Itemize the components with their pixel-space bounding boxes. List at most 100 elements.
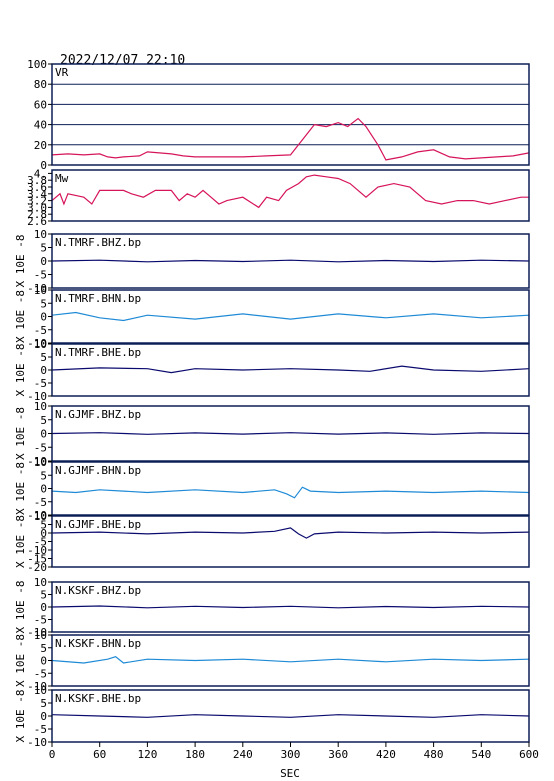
y-tick-label: 10: [34, 228, 47, 241]
y-tick-label: -10: [27, 544, 47, 557]
panel-label: Mw: [55, 172, 69, 185]
y-tick-label: 5: [40, 469, 47, 482]
y-tick-label: -5: [34, 614, 47, 627]
y-tick-label: 0: [40, 710, 47, 723]
trace-line: [51, 605, 530, 609]
panel-2: 2.62.83.03.23.43.63.84. Mw: [27, 167, 530, 228]
y-axis-label: X 10E -8: [14, 581, 27, 634]
trace-line: [51, 117, 530, 161]
panel-label: VR: [55, 66, 69, 79]
y-tick-label: 5: [40, 519, 47, 532]
trace-line: [51, 656, 530, 664]
panel-label: N.KSKF.BHE.bp: [55, 692, 141, 705]
y-tick-label: 100: [27, 58, 47, 71]
panel-frame: [51, 169, 530, 222]
y-tick-label: 0: [40, 428, 47, 441]
y-tick-label: 10: [34, 456, 47, 469]
panel-label: N.GJMF.BHE.bp: [55, 518, 141, 531]
y-tick-label: 3.4: [27, 188, 47, 201]
y-tick-label: -10: [27, 680, 47, 693]
trace-line: [51, 527, 530, 539]
x-tick-label: 540: [471, 748, 491, 761]
y-tick-label: 80: [34, 78, 47, 91]
x-tick-label: 240: [233, 748, 253, 761]
panel-label: N.GJMF.BHZ.bp: [55, 408, 141, 421]
y-tick-label: 3.2: [27, 195, 47, 208]
x-tick-label: 120: [137, 748, 157, 761]
trace-line: [51, 432, 530, 435]
y-tick-label: 2.6: [27, 215, 47, 228]
panel-label: N.TMRF.BHE.bp: [55, 346, 141, 359]
x-tick-label: 300: [281, 748, 301, 761]
y-tick-label: -10: [27, 390, 47, 403]
y-tick-label: 0: [40, 655, 47, 668]
y-tick-label: 0: [40, 527, 47, 540]
panel-label: N.TMRF.BHZ.bp: [55, 236, 141, 249]
y-tick-label: 10: [34, 576, 47, 589]
panel-label: N.GJMF.BHN.bp: [55, 464, 141, 477]
y-tick-label: 10: [34, 400, 47, 413]
y-axis-label: X 10E -8: [14, 290, 27, 343]
panel-frame: [51, 63, 530, 166]
y-tick-label: -10: [27, 626, 47, 639]
y-tick-label: 0: [40, 601, 47, 614]
figure-title: 2022/12/07 22:10: [60, 53, 185, 68]
y-tick-label: -10: [27, 736, 47, 749]
x-axis-label: SEC: [280, 767, 300, 780]
x-tick-label: 600: [519, 748, 539, 761]
y-tick-label: 40: [34, 119, 47, 132]
y-tick-label: -5: [34, 667, 47, 680]
y-tick-label: -5: [34, 496, 47, 509]
y-tick-label: -5: [34, 269, 47, 282]
trace-line: [51, 174, 529, 209]
y-axis-label: X 10E -8: [14, 407, 27, 460]
y-tick-label: 0: [40, 311, 47, 324]
y-tick-label: 4.: [34, 167, 47, 180]
y-axis-label: X 10E -8: [14, 235, 27, 288]
panel-1: 0 20 40 60 80 100 VR: [27, 58, 530, 172]
panel-label: N.KSKF.BHN.bp: [55, 637, 141, 650]
x-tick-label: 360: [328, 748, 348, 761]
y-tick-label: 10: [34, 338, 47, 351]
panel-label: N.KSKF.BHZ.bp: [55, 584, 141, 597]
y-tick-label: -20: [27, 561, 47, 574]
trace-line: [51, 365, 530, 374]
y-tick-label: 10: [34, 510, 47, 523]
y-tick-label: -10: [27, 282, 47, 295]
y-tick-label: -5: [34, 536, 47, 549]
y-tick-label: 0: [40, 159, 47, 172]
y-tick-label: 10: [34, 284, 47, 297]
x-tick-label: 60: [93, 748, 106, 761]
trace-line: [51, 714, 530, 718]
y-tick-label: 5: [40, 297, 47, 310]
x-tick-label: 480: [424, 748, 444, 761]
y-tick-label: 5: [40, 642, 47, 655]
y-tick-label: 3.6: [27, 181, 47, 194]
y-tick-label: 10: [34, 684, 47, 697]
trace-line: [51, 486, 530, 499]
y-axis-label: X 10E -8: [14, 515, 27, 568]
y-tick-label: -15: [27, 553, 47, 566]
y-tick-label: 0: [40, 255, 47, 268]
y-tick-label: -10: [27, 509, 47, 522]
x-tick-label: 420: [376, 748, 396, 761]
y-axis-label: X 10E -8: [14, 634, 27, 687]
y-axis-label: X 10E -8: [14, 344, 27, 397]
y-tick-label: 5: [40, 351, 47, 364]
y-tick-label: -5: [34, 377, 47, 390]
x-tick-label: 0: [49, 748, 56, 761]
y-tick-label: 3.8: [27, 174, 47, 187]
y-axis-label: X 10E -8: [14, 690, 27, 743]
y-tick-label: 0: [40, 483, 47, 496]
y-tick-label: 0: [40, 364, 47, 377]
x-tick-label: 180: [185, 748, 205, 761]
